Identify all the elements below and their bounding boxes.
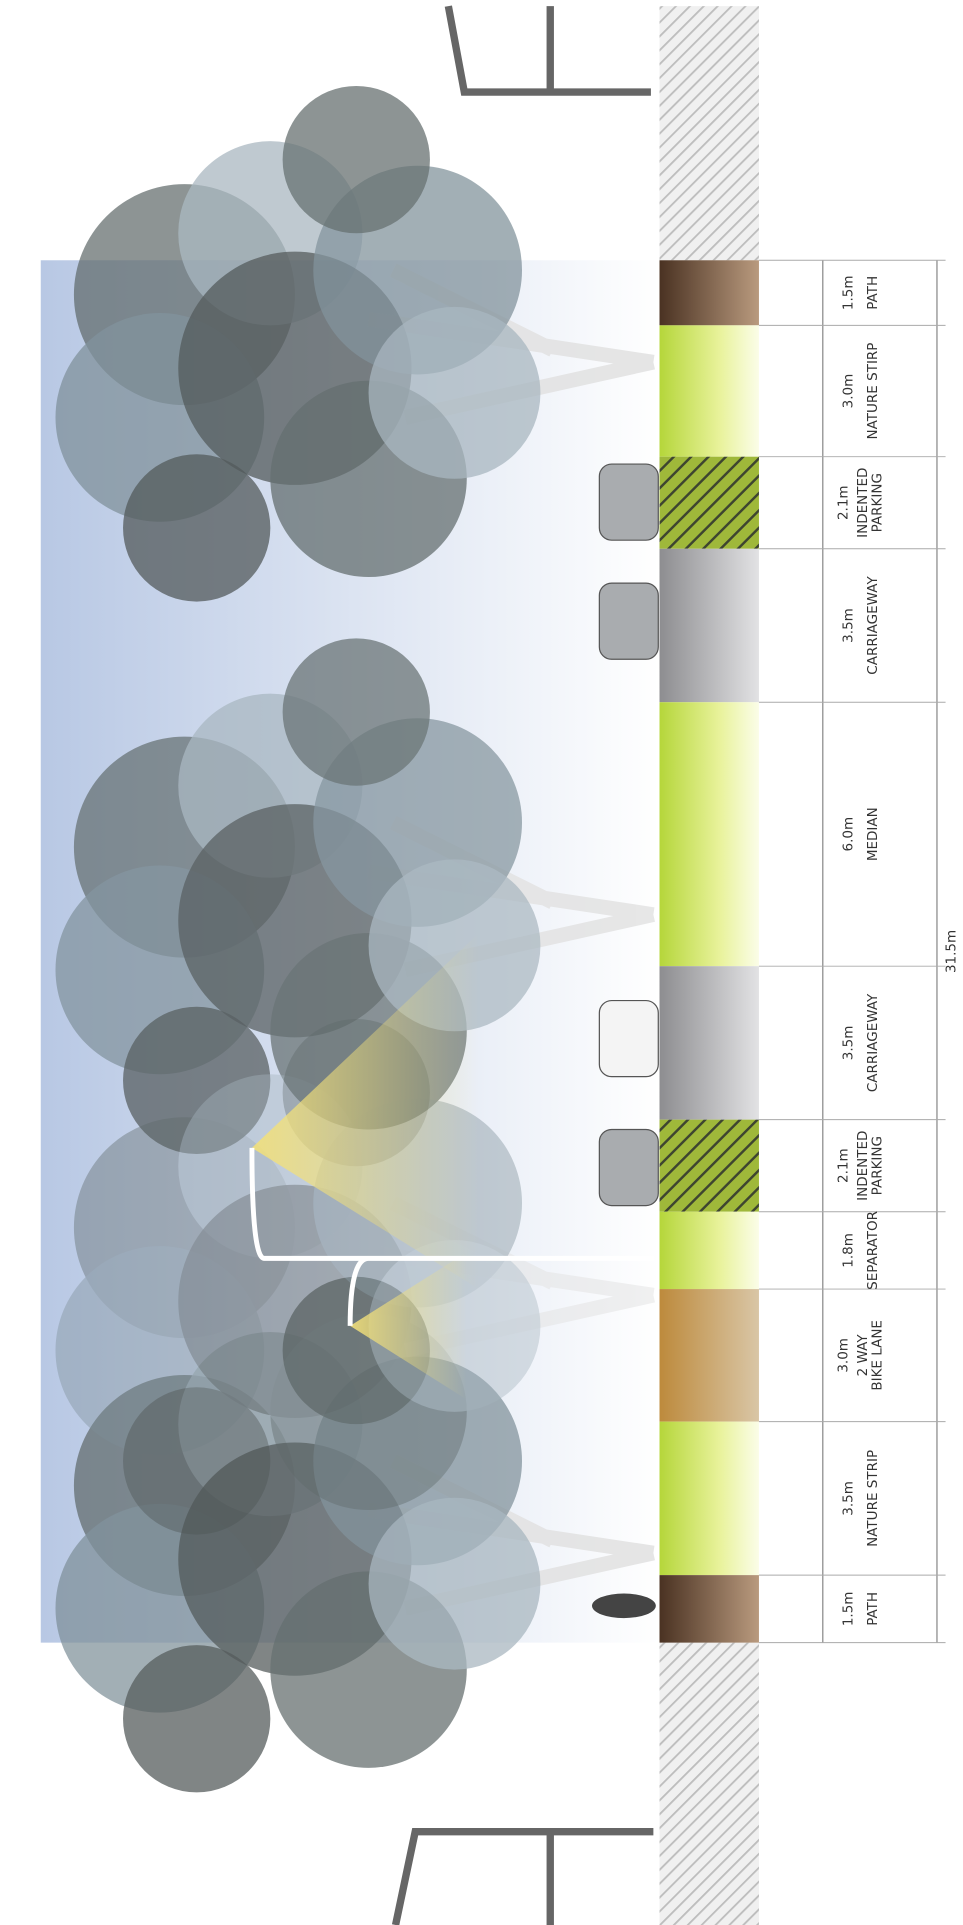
segment-width: 1.8m (840, 1233, 856, 1268)
foliage (123, 1645, 271, 1793)
segment-name: NATURE STRIP (865, 1450, 881, 1547)
total-width: 31.5m (943, 930, 959, 973)
trees (55, 85, 655, 1793)
segment-name: PATH (865, 276, 881, 310)
segment-name: MEDIAN (865, 807, 881, 861)
segment (659, 1575, 759, 1643)
segment-name: PARKING (870, 1136, 886, 1195)
segment-name: BIKE LANE (870, 1320, 886, 1391)
segment-name: PARKING (870, 473, 886, 532)
foliage (123, 454, 271, 602)
foliage (368, 1497, 541, 1670)
segment-name: SEPARATOR (865, 1211, 881, 1290)
ground (659, 1642, 759, 1925)
tree (55, 638, 655, 1155)
vehicles (249, 463, 659, 1619)
foliage (368, 859, 541, 1032)
segment-name: CARRIAGEWAY (865, 993, 881, 1092)
ground (659, 6, 759, 261)
pedestrian (591, 1593, 656, 1619)
car (598, 463, 659, 541)
lamp-cone (251, 933, 480, 1290)
segment (659, 966, 759, 1120)
segment-name: PATH (865, 1592, 881, 1626)
segment (659, 260, 759, 326)
segment-width: 3.5m (840, 1481, 856, 1516)
lamp-cone (350, 1252, 467, 1400)
segment (659, 1289, 759, 1422)
foliage (73, 1117, 295, 1339)
foliage (282, 638, 430, 786)
segment-width: 3.5m (840, 1026, 856, 1061)
foliage (178, 1184, 412, 1418)
segment-name: INDENTED (855, 1131, 871, 1201)
foliage (368, 306, 541, 479)
car (598, 582, 659, 660)
tree (55, 85, 655, 602)
segment (659, 548, 759, 703)
segment (659, 456, 759, 549)
segment-width: 1.5m (840, 275, 856, 310)
foliage (123, 1387, 271, 1535)
segment-name: NATURE STIRP (865, 343, 881, 440)
segment-width: 3.5m (840, 608, 856, 643)
car (598, 999, 659, 1078)
segment-width: 2.1m (835, 485, 851, 520)
segment (659, 1211, 759, 1290)
road-segments (659, 260, 759, 1643)
segment-name: INDENTED (855, 468, 871, 538)
car (598, 1128, 659, 1207)
segment (659, 325, 759, 457)
segment-width: 3.0m (835, 1338, 851, 1373)
segment (659, 1421, 759, 1576)
foliage (123, 1006, 271, 1155)
building (391, 1828, 654, 1925)
lamp-pole (249, 1147, 654, 1326)
foliage (282, 85, 430, 234)
segment-name: 2 WAY (855, 1334, 871, 1377)
segment (659, 1119, 759, 1212)
segment-width: 3.0m (840, 374, 856, 409)
segment-name: CARRIAGEWAY (865, 576, 881, 675)
segment-width: 6.0m (840, 817, 856, 852)
foliage (55, 1246, 265, 1455)
segment-width: 2.1m (835, 1148, 851, 1183)
segment (659, 702, 759, 967)
segment-width: 1.5m (840, 1592, 856, 1627)
building (444, 5, 651, 96)
